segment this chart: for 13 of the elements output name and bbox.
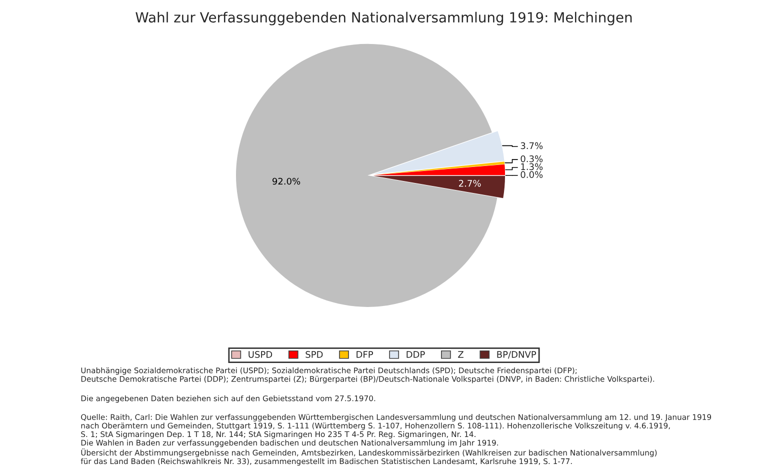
data-label: 3.7% xyxy=(520,142,543,150)
data-label: 1.3% xyxy=(521,163,543,170)
legend-label: DDP xyxy=(406,351,425,358)
text: 0.0% xyxy=(520,171,543,178)
data-label: 2.7% xyxy=(458,180,481,187)
legend-label: USPD xyxy=(248,351,272,358)
legend-label: SPD xyxy=(306,351,323,358)
legend-label: Z xyxy=(458,351,464,358)
data-label: 0.3% xyxy=(520,155,543,162)
data-label: 92.0% xyxy=(272,178,300,185)
legend-label: DFP xyxy=(356,351,374,358)
legend-label: BP/DNVP xyxy=(497,351,536,359)
chart-title: Wahl zur Verfassunggebenden Nationalversammlung 1919: Melchingen xyxy=(136,12,632,26)
